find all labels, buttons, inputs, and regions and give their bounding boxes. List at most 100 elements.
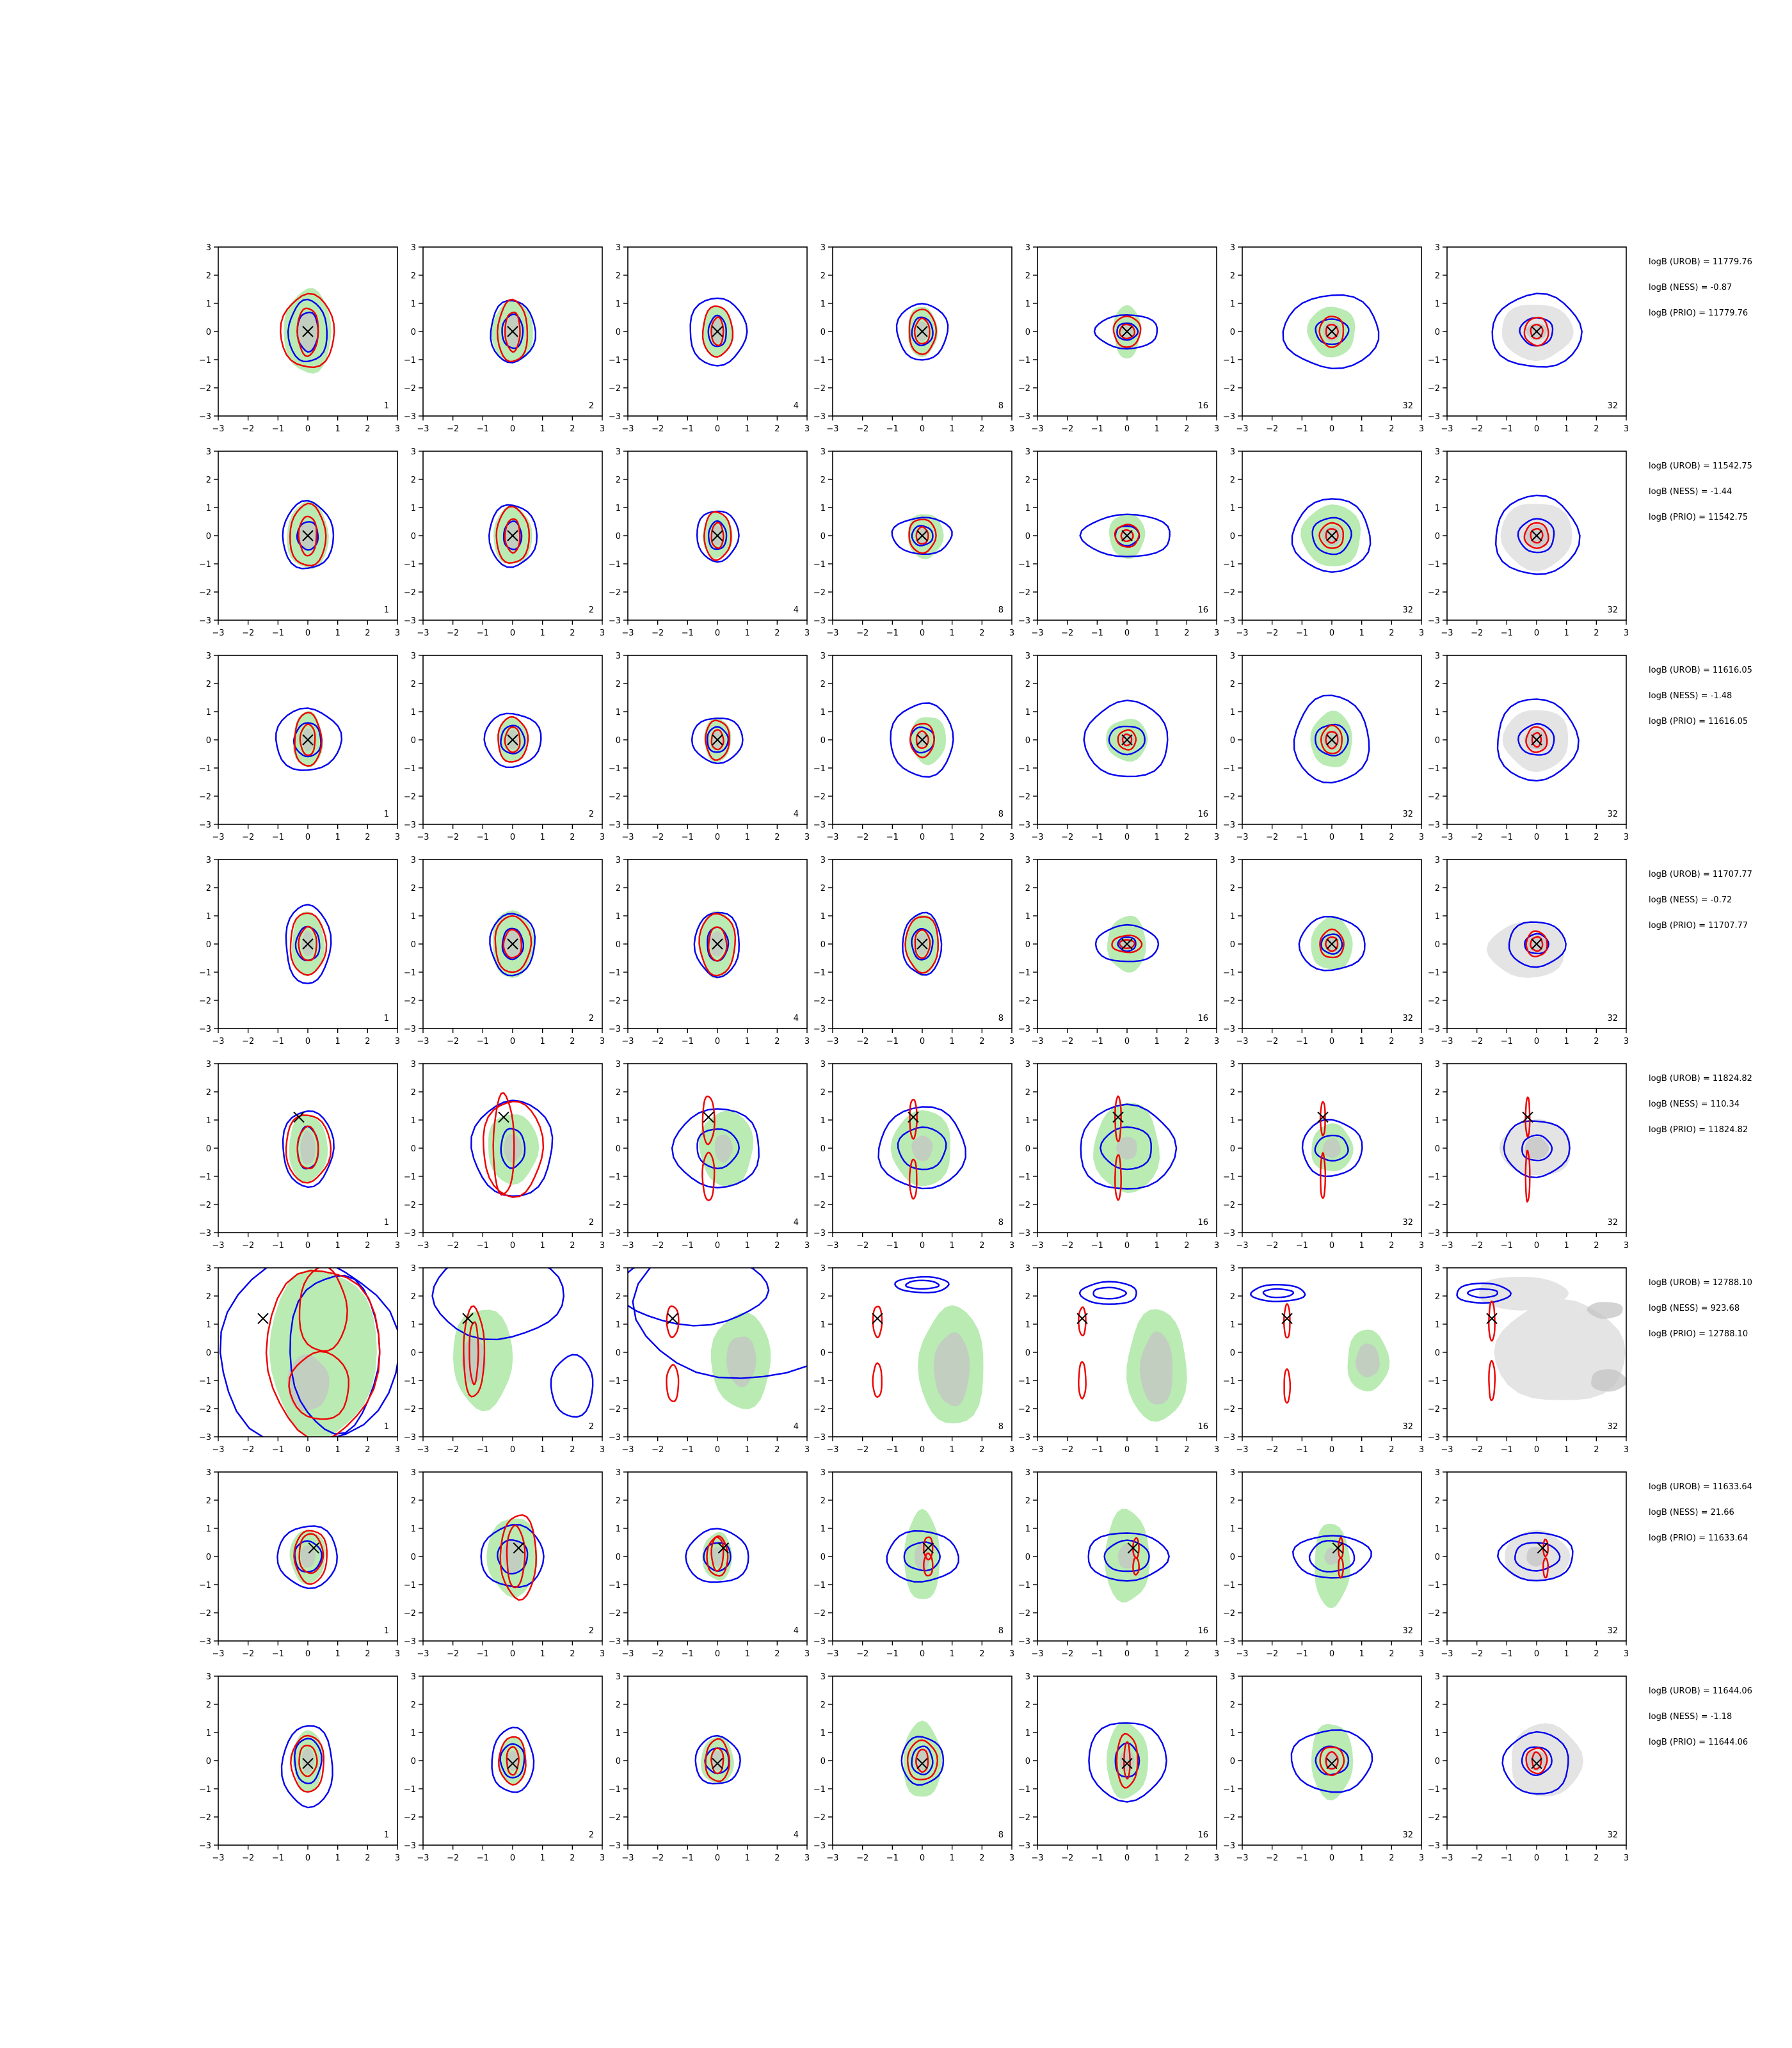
y-tick-label: −3	[609, 1433, 621, 1443]
x-tick-label: −2	[652, 1445, 664, 1455]
y-tick-label: 1	[616, 504, 621, 513]
gray-density	[1479, 1277, 1569, 1311]
true-point-marker	[257, 1313, 269, 1324]
x-tick-label: −1	[1091, 1037, 1103, 1046]
y-tick-label: 3	[411, 1060, 416, 1069]
blue-contour	[904, 1279, 940, 1290]
y-tick-label: −2	[1223, 384, 1235, 394]
x-tick-label: 0	[1329, 1649, 1334, 1659]
x-tick-label: −3	[212, 424, 224, 434]
y-tick-label: −1	[1223, 1377, 1235, 1386]
row-label-urob: logB (UROB) = 11644.06	[1649, 1686, 1752, 1696]
panel-plot-area	[1079, 513, 1171, 559]
row-label-prio: logB (PRIO) = 11779.76	[1649, 308, 1748, 318]
panel-plot-area	[219, 1268, 397, 1437]
x-tick-label: −3	[1441, 1853, 1453, 1863]
x-tick-label: 2	[979, 833, 984, 842]
y-tick-label: −3	[199, 1841, 211, 1851]
y-tick-label: 2	[820, 1292, 826, 1302]
gray-core	[1524, 1136, 1549, 1159]
y-tick-label: 3	[411, 243, 416, 253]
y-tick-label: −1	[609, 1581, 621, 1590]
panel-r4-c2: −3−3 −2 −2 −1 −1 0 0 1 1 2 2 3 3 2	[404, 856, 605, 1046]
y-tick-label: 3	[820, 243, 826, 253]
x-tick-label: −1	[1091, 1445, 1103, 1455]
y-tick-label: −2	[404, 1609, 416, 1619]
y-tick-label: 1	[820, 912, 826, 922]
y-tick-label: 2	[616, 884, 621, 893]
x-tick-label: −3	[1031, 833, 1043, 842]
y-tick-label: 0	[206, 1348, 211, 1358]
x-tick-label: 3	[1419, 424, 1424, 434]
y-tick-label: −2	[199, 1609, 211, 1619]
x-tick-label: −3	[417, 1037, 429, 1046]
y-tick-label: 3	[820, 652, 826, 661]
blue-contour	[1117, 936, 1137, 952]
gray-core	[1526, 1547, 1548, 1567]
blue-contour	[1521, 1134, 1553, 1162]
panel-corner-label: 1	[384, 1218, 389, 1228]
y-tick-label: 2	[820, 271, 826, 281]
x-tick-label: 0	[1329, 628, 1334, 638]
y-tick-label: −3	[404, 1637, 416, 1647]
x-tick-label: 1	[1564, 1037, 1569, 1046]
y-tick-label: 2	[206, 884, 211, 893]
panel-plot-area	[1486, 921, 1567, 978]
true-point-marker	[712, 938, 723, 950]
x-tick-label: 3	[804, 1037, 810, 1046]
y-tick-label: 3	[206, 447, 211, 457]
x-tick-label: 2	[1594, 1853, 1599, 1863]
true-point-marker	[1486, 1313, 1498, 1324]
x-tick-label: −3	[621, 1649, 634, 1659]
panel-corner-label: 2	[589, 1422, 594, 1432]
y-tick-label: −1	[1428, 1581, 1440, 1590]
blue-contour	[1491, 292, 1583, 368]
y-tick-label: −2	[404, 1201, 416, 1210]
x-tick-label: 1	[1155, 1649, 1160, 1659]
x-tick-label: −3	[621, 833, 634, 842]
red-contour	[1325, 731, 1339, 750]
true-point-marker	[302, 326, 314, 337]
x-tick-label: −2	[1266, 1241, 1278, 1251]
true-point-marker	[1522, 1111, 1533, 1123]
red-contour	[1530, 323, 1544, 340]
y-tick-label: 1	[1435, 1729, 1440, 1738]
blue-contour	[1301, 1119, 1363, 1178]
x-tick-label: 3	[804, 1853, 810, 1863]
x-tick-label: 3	[600, 1649, 605, 1659]
x-tick-label: −3	[1441, 833, 1453, 842]
x-tick-label: 1	[1359, 833, 1364, 842]
y-tick-label: 1	[820, 1116, 826, 1126]
x-tick-label: 0	[510, 1853, 515, 1863]
x-tick-label: 3	[395, 1445, 400, 1455]
y-tick-label: 3	[616, 652, 621, 661]
y-tick-label: 0	[820, 1348, 826, 1358]
panel-corner-label: 32	[1607, 810, 1618, 819]
x-tick-label: 0	[1124, 1649, 1130, 1659]
panel-plot-area	[285, 904, 332, 984]
panel-plot-area	[1499, 1096, 1571, 1203]
true-point-marker	[1121, 530, 1133, 541]
y-tick-label: 2	[1230, 476, 1235, 485]
panel-r1-c7: −3−3 −2 −2 −1 −1 0 0 1 1 2 2 3 3 32	[1428, 243, 1629, 434]
true-point-marker	[712, 1757, 723, 1770]
x-tick-label: −3	[1441, 1445, 1453, 1455]
x-tick-label: −1	[1501, 1037, 1513, 1046]
x-tick-label: 2	[774, 424, 780, 434]
x-tick-label: 3	[1419, 1445, 1424, 1455]
y-tick-label: −1	[199, 1377, 211, 1386]
y-tick-label: −1	[1018, 1377, 1030, 1386]
y-tick-label: −2	[1428, 792, 1440, 802]
x-tick-label: −1	[886, 628, 899, 638]
red-contour	[1116, 1732, 1139, 1789]
x-tick-label: −3	[1236, 833, 1248, 842]
x-tick-label: 2	[1184, 1241, 1189, 1251]
true-point-marker	[302, 1757, 314, 1770]
blue-contour	[1088, 1722, 1167, 1803]
y-tick-label: 2	[206, 476, 211, 485]
panel-corner-label: 8	[998, 1218, 1004, 1228]
y-tick-label: −1	[1428, 1172, 1440, 1182]
x-tick-label: −1	[272, 424, 284, 434]
true-point-marker	[916, 938, 928, 950]
y-tick-label: −3	[199, 1229, 211, 1238]
